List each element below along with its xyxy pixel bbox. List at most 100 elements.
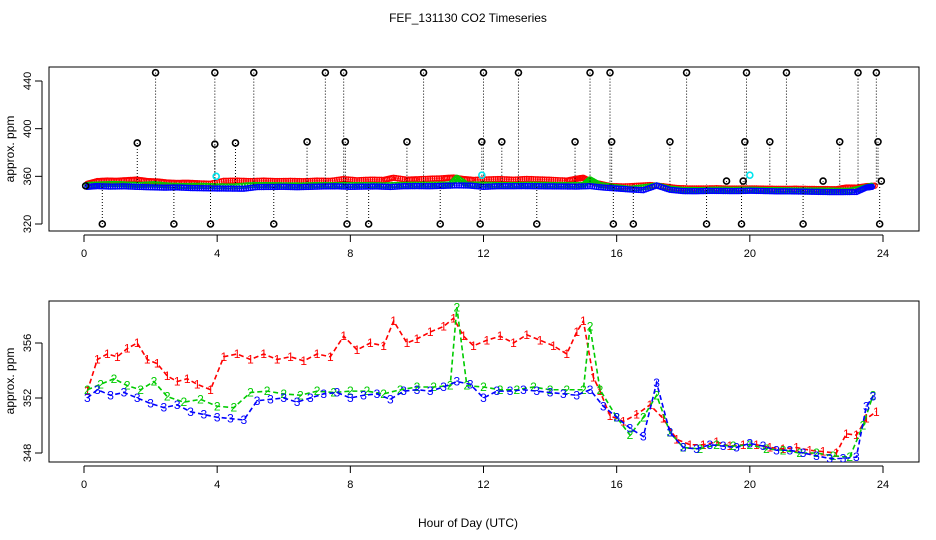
series-2-point: 2 bbox=[597, 383, 604, 397]
series-2-point: 2 bbox=[530, 380, 537, 394]
series-2-point: 2 bbox=[627, 428, 634, 442]
top-band-point bbox=[209, 185, 216, 192]
top-band-point bbox=[291, 183, 299, 191]
top-band-point bbox=[529, 182, 536, 190]
series-2-point: 2 bbox=[364, 384, 371, 398]
top-band-point bbox=[473, 183, 481, 190]
top-band-point bbox=[555, 183, 563, 190]
series-3-point: 3 bbox=[294, 395, 301, 409]
top-band-point bbox=[245, 184, 252, 192]
top-band-point bbox=[211, 185, 219, 192]
top-band-point bbox=[611, 185, 618, 192]
top-band-point bbox=[804, 188, 811, 195]
top-band-point bbox=[460, 182, 467, 189]
x-axis-label: Hour of Day (UTC) bbox=[418, 516, 518, 530]
series-2-point: 2 bbox=[667, 425, 674, 439]
top-band-point bbox=[768, 188, 776, 195]
top-band-point bbox=[220, 185, 228, 192]
top-band-point bbox=[455, 182, 463, 189]
series-2-point: 2 bbox=[497, 383, 504, 397]
top-band-point bbox=[509, 183, 516, 190]
top-band-point bbox=[249, 184, 256, 191]
top-band-point bbox=[810, 188, 818, 195]
top-band-point bbox=[797, 188, 805, 195]
series-1-point: 1 bbox=[573, 325, 580, 339]
figure-title: FEF_131130 CO2 Timeseries bbox=[389, 11, 547, 25]
series-2-point: 2 bbox=[563, 383, 570, 397]
top-band-point bbox=[167, 184, 174, 191]
top-band-point bbox=[496, 175, 504, 183]
top-band-point bbox=[229, 177, 236, 184]
series-1-point: 1 bbox=[164, 369, 171, 383]
top-band-point bbox=[231, 185, 239, 192]
top-band-point bbox=[356, 183, 363, 190]
top-band-point bbox=[549, 183, 556, 190]
top-band-point bbox=[387, 183, 394, 191]
series-1-point: 1 bbox=[124, 342, 131, 356]
top-band-point bbox=[420, 182, 427, 190]
series-1-point: 1 bbox=[713, 435, 720, 449]
top-x-tick-label: 20 bbox=[744, 248, 756, 260]
series-1-point: 1 bbox=[274, 353, 281, 367]
series-1-point: 1 bbox=[450, 311, 457, 325]
top-band-point bbox=[695, 187, 702, 195]
top-band-point bbox=[340, 175, 347, 183]
top-band-point bbox=[833, 188, 840, 196]
top-band-point bbox=[839, 188, 847, 196]
top-band-point bbox=[782, 188, 789, 195]
series-3-point: 3 bbox=[533, 384, 540, 398]
top-band-point bbox=[418, 182, 425, 190]
top-band-point bbox=[227, 185, 234, 192]
top-band-point bbox=[830, 188, 838, 196]
top-series-group bbox=[81, 68, 886, 228]
top-band-point bbox=[189, 184, 196, 192]
top-ylabel: approx. ppm bbox=[3, 116, 17, 183]
series-1-point: 1 bbox=[633, 408, 640, 422]
series-2-point: 2 bbox=[813, 446, 820, 460]
top-band-point bbox=[551, 183, 558, 190]
top-y-tick-label: 400 bbox=[22, 119, 34, 137]
top-band-point bbox=[435, 182, 443, 190]
top-band-point bbox=[484, 183, 492, 190]
series-1-point: 1 bbox=[414, 332, 421, 346]
spike-point bbox=[854, 68, 862, 77]
top-band-point bbox=[105, 183, 112, 190]
bottom-x-tick-label: 12 bbox=[477, 479, 489, 491]
spike-point bbox=[133, 139, 142, 147]
top-band-point bbox=[733, 187, 740, 195]
spike-point bbox=[571, 137, 579, 146]
top-band-point bbox=[600, 184, 607, 191]
top-band-point bbox=[185, 184, 192, 192]
series-3-point: 3 bbox=[613, 410, 620, 424]
series-1-point: 1 bbox=[234, 347, 241, 361]
top-band-point bbox=[109, 183, 117, 190]
bottom-y-tick-label: 348 bbox=[22, 444, 34, 462]
spike-point bbox=[766, 137, 774, 146]
top-band-point bbox=[728, 187, 736, 195]
top-band-point bbox=[415, 182, 423, 190]
top-band-point bbox=[378, 183, 385, 190]
spike-point bbox=[211, 140, 219, 148]
top-band-point bbox=[762, 187, 769, 195]
top-band-point bbox=[566, 183, 574, 190]
top-band-point bbox=[802, 188, 809, 195]
top-band-point bbox=[569, 183, 576, 190]
top-band-point bbox=[540, 183, 547, 190]
spike-point bbox=[737, 220, 746, 228]
series-1-point: 1 bbox=[863, 412, 870, 426]
top-band-point bbox=[449, 182, 456, 189]
top-band-point bbox=[280, 177, 287, 185]
top-band-point bbox=[808, 188, 816, 195]
spike-point bbox=[151, 68, 160, 77]
top-band-point bbox=[142, 183, 150, 191]
series-3-point: 3 bbox=[240, 413, 247, 427]
series-1-point: 1 bbox=[843, 427, 850, 441]
top-band-point bbox=[671, 187, 678, 194]
series-3-point: 3 bbox=[174, 398, 181, 412]
series-3-point: 3 bbox=[826, 452, 833, 466]
spike-point bbox=[666, 137, 674, 146]
spike-point bbox=[532, 220, 541, 228]
top-band-point bbox=[178, 184, 185, 191]
top-band-point bbox=[799, 188, 807, 195]
